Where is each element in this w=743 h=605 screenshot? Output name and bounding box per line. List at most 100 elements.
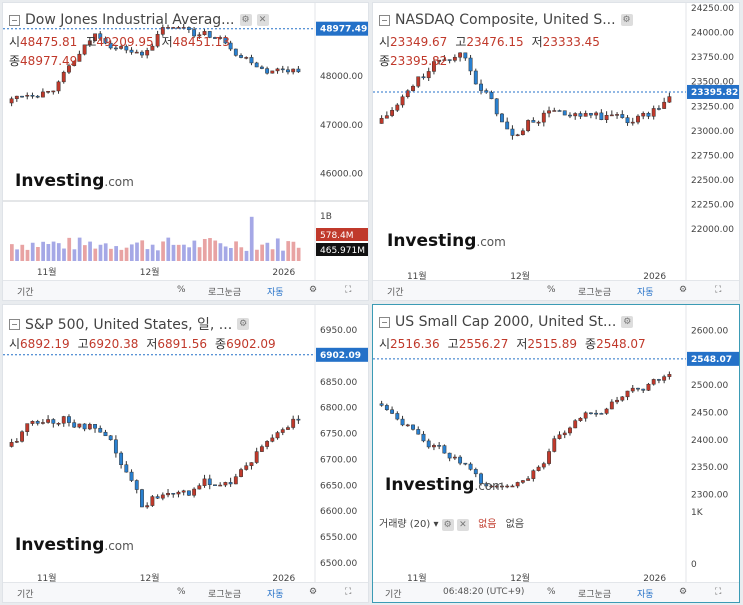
rut-title: US Small Cap 2000, United St... <box>395 314 617 330</box>
close-icon[interactable]: ✕ <box>456 519 469 531</box>
x-tick-label: 2026 <box>272 268 295 278</box>
volume-avg-label: 465.971M <box>320 246 365 256</box>
volume-bar <box>176 244 181 261</box>
candle <box>61 71 66 83</box>
log-button[interactable]: 로그눈금 <box>578 288 612 298</box>
expand-icon[interactable]: ⛶ <box>715 587 722 597</box>
percent-button[interactable]: % <box>547 587 556 597</box>
candle <box>72 61 77 66</box>
candle <box>87 424 92 430</box>
candle <box>463 462 468 465</box>
settings-icon[interactable]: ⚙ <box>239 14 252 26</box>
auto-button[interactable]: 자동 <box>637 288 654 298</box>
period-button[interactable]: 기간 <box>385 590 402 600</box>
rut-plot[interactable]: 2600.002550.002500.002450.002400.002350.… <box>373 305 740 603</box>
candle <box>599 413 604 415</box>
candle <box>625 117 630 124</box>
candle <box>35 421 40 424</box>
candle <box>77 53 82 62</box>
spx-plot[interactable]: 6950.006900.006850.006800.006750.006700.… <box>3 305 369 603</box>
percent-button[interactable]: % <box>547 285 556 295</box>
candle <box>636 115 640 123</box>
candle <box>573 420 578 429</box>
gear-icon[interactable]: ⚙ <box>679 587 688 597</box>
candle <box>259 446 264 452</box>
volume-bar <box>229 247 233 261</box>
candle <box>609 114 614 117</box>
settings-icon[interactable]: ⚙ <box>621 316 634 328</box>
volume-legend: 거래량 (20) ▾ ⚙ ✕ 없음 없음 <box>379 519 525 531</box>
candle <box>286 427 290 430</box>
nasdaq-plot[interactable]: 24250.00 24000.00 23750.00 23500.00 23250.00… <box>373 3 740 301</box>
gear-icon[interactable]: ⚙ <box>309 285 318 295</box>
menu-icon[interactable] <box>379 316 390 328</box>
candle <box>197 485 202 490</box>
candle <box>98 427 103 433</box>
expand-icon[interactable]: ⛶ <box>345 587 352 597</box>
percent-button[interactable]: % <box>177 285 186 295</box>
auto-button[interactable]: 자동 <box>267 288 284 298</box>
gear-icon[interactable]: ⚙ <box>679 285 688 295</box>
period-button[interactable]: 기간 <box>387 288 404 298</box>
volume-bar <box>260 244 264 261</box>
candle <box>61 416 66 424</box>
y-tick-label: 6650.00 <box>320 481 357 491</box>
candle <box>604 115 609 120</box>
candle <box>390 409 395 414</box>
candle <box>30 95 35 97</box>
candle <box>479 473 483 484</box>
menu-icon[interactable] <box>379 14 390 26</box>
y-tick-label: 23500.00 <box>691 78 734 88</box>
dji-plot[interactable]: 48000.00 47000.00 46000.00 48977.49 11월 12월 20… <box>3 3 369 301</box>
volume-bar <box>197 247 202 261</box>
volume-bar <box>25 249 30 261</box>
volume-bar <box>72 249 77 261</box>
log-button[interactable]: 로그눈금 <box>208 590 242 600</box>
volume-bar <box>46 244 51 261</box>
candle <box>552 438 557 452</box>
volume-tick-label: 0 <box>691 560 697 570</box>
candle <box>625 390 630 398</box>
candle <box>30 421 35 424</box>
chart-panel-nasdaq[interactable]: 24250.00 24000.00 23750.00 23500.00 23250.00… <box>372 2 740 301</box>
log-button[interactable]: 로그눈금 <box>208 288 242 298</box>
chart-panel-rut[interactable]: 2600.002550.002500.002450.002400.002350.… <box>372 304 740 603</box>
candle <box>500 113 504 123</box>
candle <box>20 95 24 98</box>
y-tick-label: 6850.00 <box>320 378 357 388</box>
candle <box>395 413 400 420</box>
log-button[interactable]: 로그눈금 <box>578 590 612 600</box>
period-button[interactable]: 기간 <box>17 590 34 600</box>
candle <box>207 478 212 485</box>
candle <box>265 68 270 74</box>
candle <box>641 388 646 391</box>
settings-icon[interactable]: ⚙ <box>441 519 454 531</box>
menu-icon[interactable] <box>9 318 20 330</box>
expand-icon[interactable]: ⛶ <box>345 285 352 295</box>
candle <box>531 470 536 479</box>
expand-icon[interactable]: ⛶ <box>715 285 722 295</box>
chart-panel-dji[interactable]: 48000.00 47000.00 46000.00 48977.49 11월 12월 20… <box>2 2 369 301</box>
x-tick-label: 12월 <box>140 572 160 584</box>
candle <box>223 482 228 486</box>
percent-button[interactable]: % <box>177 587 186 597</box>
candle <box>630 121 635 124</box>
candle <box>67 65 71 73</box>
chart-panel-spx[interactable]: 6950.006900.006850.006800.006750.006700.… <box>2 304 369 603</box>
candle <box>108 435 113 441</box>
period-button[interactable]: 기간 <box>17 288 34 298</box>
settings-icon[interactable]: ⚙ <box>620 14 633 26</box>
candle <box>552 110 557 112</box>
candle <box>244 57 249 59</box>
auto-button[interactable]: 자동 <box>267 590 284 600</box>
gear-icon[interactable]: ⚙ <box>309 587 318 597</box>
close-icon[interactable]: ✕ <box>256 14 269 26</box>
candle <box>56 423 61 425</box>
candle <box>458 52 463 58</box>
candle <box>265 441 270 447</box>
candle <box>541 112 546 123</box>
volume-bar <box>83 245 87 261</box>
auto-button[interactable]: 자동 <box>637 590 654 600</box>
settings-icon[interactable]: ⚙ <box>237 318 250 330</box>
menu-icon[interactable] <box>9 14 20 26</box>
